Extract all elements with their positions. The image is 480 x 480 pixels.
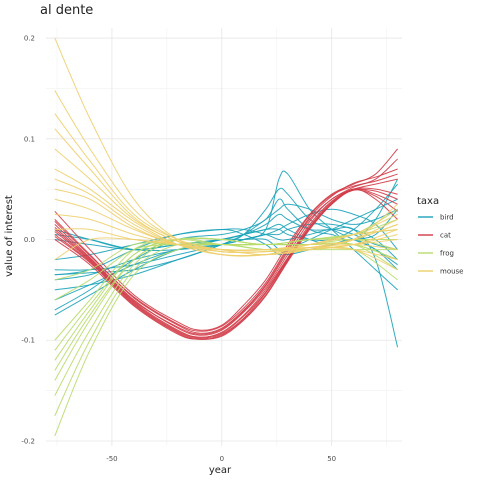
- series-bird: [54, 170, 399, 348]
- series-line-cat: [54, 148, 398, 331]
- series-line-cat: [54, 188, 398, 340]
- series-line-cat: [54, 189, 398, 340]
- series-line-cat: [54, 188, 398, 339]
- series-line-cat: [54, 178, 398, 336]
- series-mouse: [54, 37, 398, 271]
- y-tick-label: 0.0: [24, 236, 35, 244]
- x-tick-label: 0: [220, 455, 224, 463]
- y-tick-label: -0.1: [21, 337, 35, 345]
- chart-title: al dente: [40, 3, 93, 18]
- legend-label-mouse: mouse: [440, 268, 464, 276]
- series-line-bird: [54, 170, 398, 291]
- series-line-mouse: [54, 203, 398, 261]
- legend-label-bird: bird: [440, 214, 454, 222]
- series-line-bird: [54, 208, 398, 301]
- series-line-bird: [54, 183, 398, 281]
- x-axis-label: year: [209, 465, 232, 476]
- series-line-frog: [54, 242, 398, 281]
- series-line-frog: [54, 237, 398, 381]
- x-axis-ticks: -50 0 50: [106, 455, 336, 463]
- series-line-cat: [54, 168, 398, 335]
- legend-label-cat: cat: [440, 232, 451, 240]
- legend-title: taxa: [417, 196, 439, 207]
- series-lines: [54, 37, 399, 437]
- series-cat: [54, 148, 398, 340]
- series-line-cat: [54, 158, 398, 334]
- series-line-cat: [54, 173, 398, 332]
- y-axis-ticks: -0.2 -0.1 0.0 0.1 0.2: [21, 35, 35, 446]
- series-line-bird: [54, 223, 398, 261]
- series-line-bird: [54, 203, 398, 291]
- y-tick-label: -0.2: [21, 437, 35, 445]
- x-tick-label: 50: [327, 455, 336, 463]
- y-axis-label: value of interest: [4, 195, 15, 277]
- x-tick-label: -50: [106, 455, 117, 463]
- legend-label-frog: frog: [440, 250, 454, 258]
- legend: taxa bird cat frog mouse: [417, 196, 464, 276]
- series-line-frog: [54, 238, 398, 396]
- y-tick-label: 0.1: [24, 135, 35, 143]
- series-line-bird: [54, 187, 398, 276]
- series-line-mouse: [54, 188, 398, 253]
- y-tick-label: 0.2: [24, 35, 35, 43]
